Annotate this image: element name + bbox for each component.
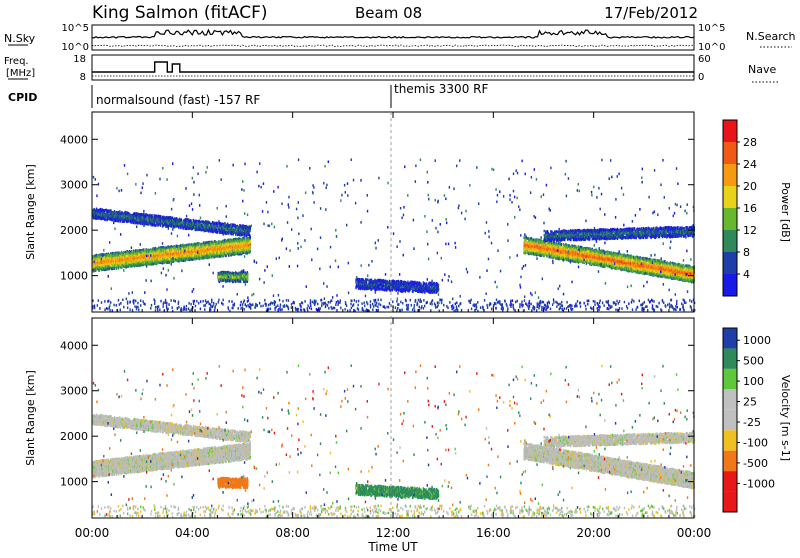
power-cell — [249, 235, 250, 238]
freq-tick-bottom: 8 — [80, 72, 86, 83]
power-cell — [128, 219, 129, 222]
power-cell — [242, 232, 243, 235]
power-cell — [147, 217, 148, 220]
power-cell — [186, 227, 187, 230]
power-cell — [155, 224, 156, 227]
power-cell — [189, 244, 190, 247]
power-cell — [181, 247, 182, 250]
power-cell — [197, 229, 198, 232]
power-cell — [230, 223, 231, 226]
power-cell — [133, 222, 134, 225]
power-cell — [199, 257, 200, 260]
power-cell — [151, 214, 152, 217]
power-cell — [357, 278, 358, 281]
power-cell — [250, 243, 251, 246]
nsky-label: N.Sky — [4, 32, 36, 45]
station-title: King Salmon (fitACF) — [92, 3, 268, 23]
date-label: 17/Feb/2012 — [604, 4, 698, 22]
freq-trace — [92, 62, 694, 76]
nsky-line — [92, 30, 694, 38]
power-cell — [114, 210, 115, 213]
power-cell — [139, 257, 140, 260]
power-cell — [119, 210, 120, 213]
nave-tick-top: 60 — [698, 54, 711, 65]
power-cell — [225, 254, 226, 257]
power-cell — [250, 247, 251, 250]
power-cell — [158, 215, 159, 218]
cpid-label: CPID — [8, 91, 37, 104]
power-cell — [250, 240, 251, 243]
nsky-tick-top: 10^5 — [62, 23, 89, 34]
nsky-trace — [92, 30, 694, 47]
power-cell — [174, 217, 175, 220]
beam-label: Beam 08 — [355, 4, 422, 22]
power-cell — [234, 253, 235, 256]
power-cell — [360, 279, 361, 282]
power-cell — [140, 222, 141, 225]
power-cell — [191, 243, 192, 246]
power-cell — [222, 223, 223, 226]
nave-label: Nave — [748, 63, 776, 76]
freq-label: Freq. — [4, 56, 29, 67]
nsearch-label: N.Search — [746, 30, 796, 43]
nave-tick-bottom: 0 — [698, 72, 704, 83]
power-cell — [180, 245, 181, 248]
power-cell — [208, 230, 209, 233]
power-cell — [104, 211, 105, 214]
power-cell — [120, 220, 121, 223]
power-cell — [250, 250, 251, 253]
power-cell — [250, 227, 251, 230]
power-cell — [355, 278, 356, 281]
power-cell — [181, 218, 182, 221]
cpid-segment-1: normalsound (fast) -157 RF — [96, 93, 260, 107]
nsearch-line — [92, 45, 694, 47]
power-scatter — [92, 158, 695, 312]
power-cell — [135, 249, 136, 252]
power-cell — [179, 218, 180, 221]
power-cell — [121, 264, 122, 267]
cpid-segment-2: themis 3300 RF — [394, 82, 488, 96]
power-cell — [166, 249, 167, 252]
nsky-tick-bottom: 10^0 — [62, 42, 89, 53]
power-cell — [101, 262, 102, 265]
power-cell — [95, 258, 96, 261]
nsearch-tick-bottom: 10^0 — [698, 42, 725, 53]
power-cell — [172, 216, 173, 219]
power-cell — [246, 234, 247, 237]
power-cell — [154, 220, 155, 223]
power-cell — [160, 215, 161, 218]
power-cell — [187, 225, 188, 228]
nsearch-tick-top: 10^5 — [698, 23, 725, 34]
freq-line — [92, 62, 694, 72]
freq-unit: [MHz] — [6, 68, 35, 79]
power-cell — [250, 229, 251, 232]
freq-tick-top: 18 — [73, 54, 86, 65]
power-cell — [151, 224, 152, 227]
